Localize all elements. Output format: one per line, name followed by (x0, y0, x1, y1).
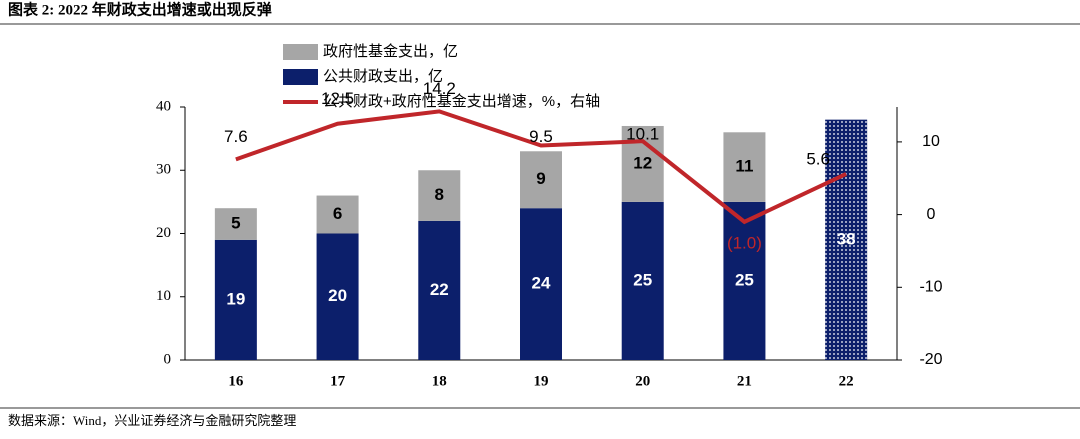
bar-value-label: 25 (633, 270, 652, 289)
bar-value-label: 6 (333, 204, 342, 223)
x-tick-label: 16 (228, 373, 244, 389)
line-value-label: 10.1 (626, 125, 659, 144)
bar-value-label: 9 (536, 169, 545, 188)
line-value-label: 12.5 (321, 89, 354, 108)
bar (418, 220, 461, 360)
x-tick-label: 20 (635, 373, 650, 389)
bar (214, 208, 257, 240)
bar-value-label: 5 (231, 213, 240, 232)
bar (621, 125, 664, 202)
bar-value-label: 22 (430, 280, 449, 299)
bar-value-label: 11 (735, 157, 753, 176)
legend-label: 公共财政+政府性基金支出增速，%，右轴 (323, 93, 600, 110)
bar-value-label: 12 (633, 153, 652, 172)
bar (520, 208, 562, 360)
y-tick-label: 30 (156, 162, 171, 178)
bar (418, 170, 461, 221)
x-tick-label: 18 (432, 373, 447, 389)
x-tick-label: 21 (737, 373, 752, 389)
x-tick-label: 17 (330, 373, 346, 389)
line-value-label: 5.6 (806, 149, 830, 168)
y2-tick-label: -20 (919, 351, 942, 368)
legend-swatch (283, 44, 318, 60)
bar (316, 195, 359, 234)
y-tick-label: 20 (156, 225, 171, 241)
bar (621, 201, 664, 360)
bar-value-label: 24 (532, 274, 551, 293)
bar (214, 239, 257, 360)
chart-title: 图表 2: 2022 年财政支出增速或出现反弹 (8, 0, 272, 18)
legend-label: 公共财政支出，亿 (323, 68, 443, 85)
line-series (235, 109, 847, 225)
line-value-label: 14.2 (423, 79, 456, 98)
line-value-label: 9.5 (529, 127, 553, 146)
line-value-label: (1.0) (727, 233, 762, 252)
source-note: 数据来源：Wind，兴业证券经济与金融研究院整理 (8, 413, 296, 428)
y-tick-label: 40 (156, 98, 171, 114)
y2-tick-label: 10 (922, 133, 940, 150)
bar (316, 233, 359, 360)
y2-tick-label: -10 (919, 279, 942, 296)
bar (520, 151, 562, 209)
legend-label: 政府性基金支出，亿 (323, 43, 458, 60)
bar (723, 132, 766, 202)
bar-value-label: 38 (837, 229, 856, 248)
bar-value-label: 8 (435, 185, 444, 204)
bar (825, 119, 868, 361)
bar-value-label: 25 (735, 270, 754, 289)
y-tick-label: 10 (156, 288, 171, 304)
y2-tick-label: 0 (927, 206, 936, 223)
bar-value-label: 19 (226, 289, 245, 308)
bar (723, 201, 766, 360)
bar-value-label: 20 (328, 286, 347, 305)
line-value-label: 7.6 (224, 127, 248, 146)
x-tick-label: 19 (534, 373, 549, 389)
legend-swatch (283, 69, 318, 85)
y-tick-label: 0 (164, 351, 172, 367)
x-tick-label: 22 (839, 373, 854, 389)
